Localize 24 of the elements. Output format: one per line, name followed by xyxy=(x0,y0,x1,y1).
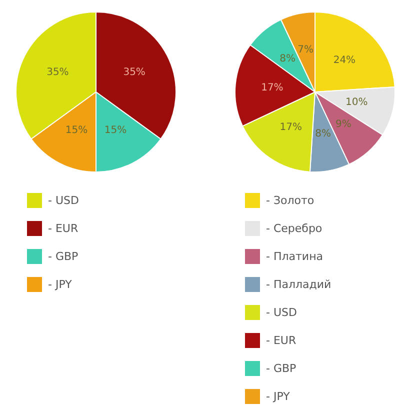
data-label: 10% xyxy=(346,97,368,108)
data-label: 17% xyxy=(280,122,302,134)
data-label: 9% xyxy=(336,118,352,130)
legend-label: - Золото xyxy=(266,194,314,207)
legend-label: - Палладий xyxy=(266,278,332,291)
data-label: 15% xyxy=(104,124,127,136)
data-label: 15% xyxy=(65,124,88,136)
data-label: 24% xyxy=(333,55,356,66)
data-label: 35% xyxy=(123,66,146,78)
data-label: 17% xyxy=(261,82,284,94)
legend-label: - USD xyxy=(48,194,79,207)
legend-label: - USD xyxy=(266,306,297,319)
legend-label: - GBP xyxy=(48,250,79,263)
legend-label: - EUR xyxy=(266,334,296,347)
legend-label: - Платина xyxy=(266,250,323,263)
legend-label: - Серебро xyxy=(266,222,322,235)
legend-label: - EUR xyxy=(48,222,78,235)
data-label: 35% xyxy=(46,66,69,78)
data-label: 7% xyxy=(298,44,314,56)
legend-label: - JPY xyxy=(266,390,290,403)
legend-label: - GBP xyxy=(266,362,297,375)
data-label: 8% xyxy=(315,128,331,140)
data-label: 8% xyxy=(280,53,296,64)
legend-label: - JPY xyxy=(48,278,72,291)
